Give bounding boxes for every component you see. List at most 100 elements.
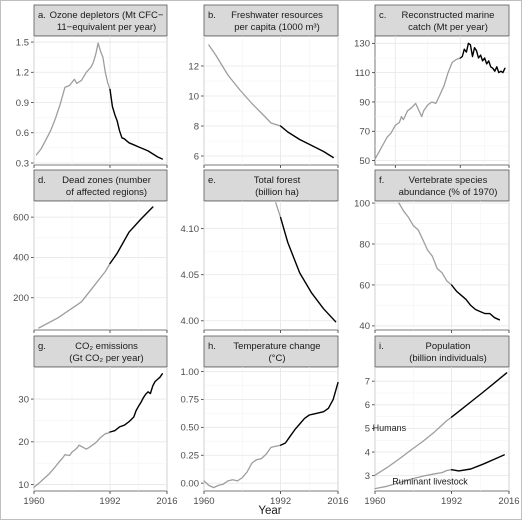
x-tick-label: 2016 <box>327 496 348 507</box>
panel-e: e. Total forest(billion ha) 4.00 4.05 4.10 <box>181 169 339 333</box>
series-annotation: Ruminant livestock <box>392 477 468 487</box>
panel-title-line: per capita (1000 m³) <box>234 22 320 33</box>
panel-label: g. <box>38 341 46 352</box>
y-tick-label: 50 <box>359 156 370 167</box>
panel-title-line: Freshwater resources <box>231 10 323 21</box>
series-line-before-1992 <box>374 57 461 160</box>
plot-area <box>374 366 510 492</box>
x-tick-label: 1992 <box>99 496 120 507</box>
y-tick-label: 30 <box>18 394 29 405</box>
x-tick-label: 1960 <box>364 496 385 507</box>
y-tick-label: 0.50 <box>181 423 200 434</box>
plot-area <box>203 200 339 331</box>
y-tick-label: 0.3 <box>16 158 29 169</box>
panel-strip <box>374 335 510 368</box>
plot-area <box>203 366 339 492</box>
x-tick-label: 1992 <box>441 496 462 507</box>
x-tick-label: 2016 <box>498 496 519 507</box>
plot-area <box>203 35 339 166</box>
panel-label: i. <box>379 341 384 352</box>
series-line-after-1992 <box>459 42 506 74</box>
panel-label: e. <box>208 175 216 186</box>
y-tick-label: 7 <box>365 376 370 387</box>
y-tick-label: 1.2 <box>16 68 29 79</box>
plot-area <box>33 366 168 492</box>
x-tick-label: 2016 <box>156 496 177 507</box>
y-tick-label: 70 <box>359 127 370 138</box>
series-line-before-1992 <box>203 444 282 489</box>
series-line-before-1992 <box>374 416 453 476</box>
y-tick-label: 1.00 <box>181 367 200 378</box>
y-tick-label: 10 <box>188 91 199 102</box>
y-tick-label: 8 <box>194 121 199 132</box>
y-tick-label: 1.5 <box>16 37 29 48</box>
panel-title-line: (billion individuals) <box>409 353 487 364</box>
panel-g: g. CO₂ emissions(Gt CO₂ per year) 10 20 30 19… <box>18 335 178 507</box>
y-tick-label: 10 <box>18 480 29 491</box>
panel-label: d. <box>38 175 46 186</box>
panel-title-line: (Gt CO₂ per year) <box>69 353 143 364</box>
panel-strip <box>33 4 168 37</box>
panel-title-line: (°C) <box>269 353 286 364</box>
y-tick-label: 200 <box>13 293 29 304</box>
series-line-after-1992 <box>450 284 501 321</box>
series-line-after-1992 <box>450 454 505 472</box>
x-tick-label: 1960 <box>23 496 44 507</box>
series-line-before-1992 <box>374 469 453 490</box>
y-tick-label: 0.25 <box>181 451 200 462</box>
series-line-after-1992 <box>279 125 334 159</box>
y-tick-label: 5 <box>365 424 370 435</box>
y-tick-label: 4 <box>365 447 370 458</box>
series-line-after-1992 <box>109 373 164 433</box>
y-tick-label: 4.05 <box>181 270 200 281</box>
panel-i: i. Population(billion individuals) 3 4 5 6 7 19… <box>364 335 520 507</box>
panel-title-line: 11−equivalent per year) <box>57 22 156 33</box>
plot-area <box>374 200 510 331</box>
y-tick-label: 60 <box>359 280 370 291</box>
series-line-before-1992 <box>208 44 282 127</box>
panel-label: b. <box>208 10 216 21</box>
series-line-after-1992 <box>450 372 508 418</box>
y-tick-label: 6 <box>365 400 370 411</box>
y-tick-label: 20 <box>18 437 29 448</box>
panel-strip <box>33 335 168 368</box>
panel-title-line: Reconstructed marine <box>402 10 495 21</box>
y-tick-label: 0.9 <box>16 98 29 109</box>
y-tick-label: 100 <box>354 198 370 209</box>
panel-title-line: Temperature change <box>233 341 320 352</box>
plot-area <box>33 35 168 166</box>
y-tick-label: 0.75 <box>181 395 200 406</box>
plot-area <box>33 200 168 331</box>
y-tick-label: 3 <box>365 471 370 482</box>
y-tick-label: 90 <box>359 97 370 108</box>
y-tick-label: 110 <box>355 68 370 79</box>
panel-title-line: Ozone depletors (Mt CFC− <box>50 10 164 21</box>
series-line-before-1992 <box>35 42 111 156</box>
panel-label: f. <box>379 175 384 186</box>
panel-title-line: of affected regions) <box>66 187 147 198</box>
series-line-after-1992 <box>279 381 339 446</box>
y-tick-label: 4.00 <box>181 316 200 327</box>
y-tick-label: 80 <box>359 239 370 250</box>
series-line-before-1992 <box>275 202 282 219</box>
panel-title-line: Population <box>426 341 471 352</box>
y-tick-label: 130 <box>354 39 370 50</box>
y-tick-label: 4.10 <box>181 224 200 235</box>
x-tick-label: 1992 <box>270 496 291 507</box>
y-tick-label: 12 <box>188 61 199 72</box>
panel-strip <box>374 169 510 202</box>
x-axis-title: Year <box>258 505 281 517</box>
panels-group: a. Ozone depletors (Mt CFC−11−equivalent … <box>13 4 520 507</box>
panel-strip <box>203 335 339 368</box>
y-tick-label: 400 <box>13 253 29 264</box>
panel-label: h. <box>208 341 216 352</box>
series-line-after-1992 <box>279 216 337 323</box>
series-line-before-1992 <box>38 262 111 329</box>
panel-title-line: (billion ha) <box>255 187 299 198</box>
x-tick-label: 1960 <box>193 496 214 507</box>
series-line-after-1992 <box>109 206 154 265</box>
panel-a: a. Ozone depletors (Mt CFC−11−equivalent … <box>16 4 168 169</box>
